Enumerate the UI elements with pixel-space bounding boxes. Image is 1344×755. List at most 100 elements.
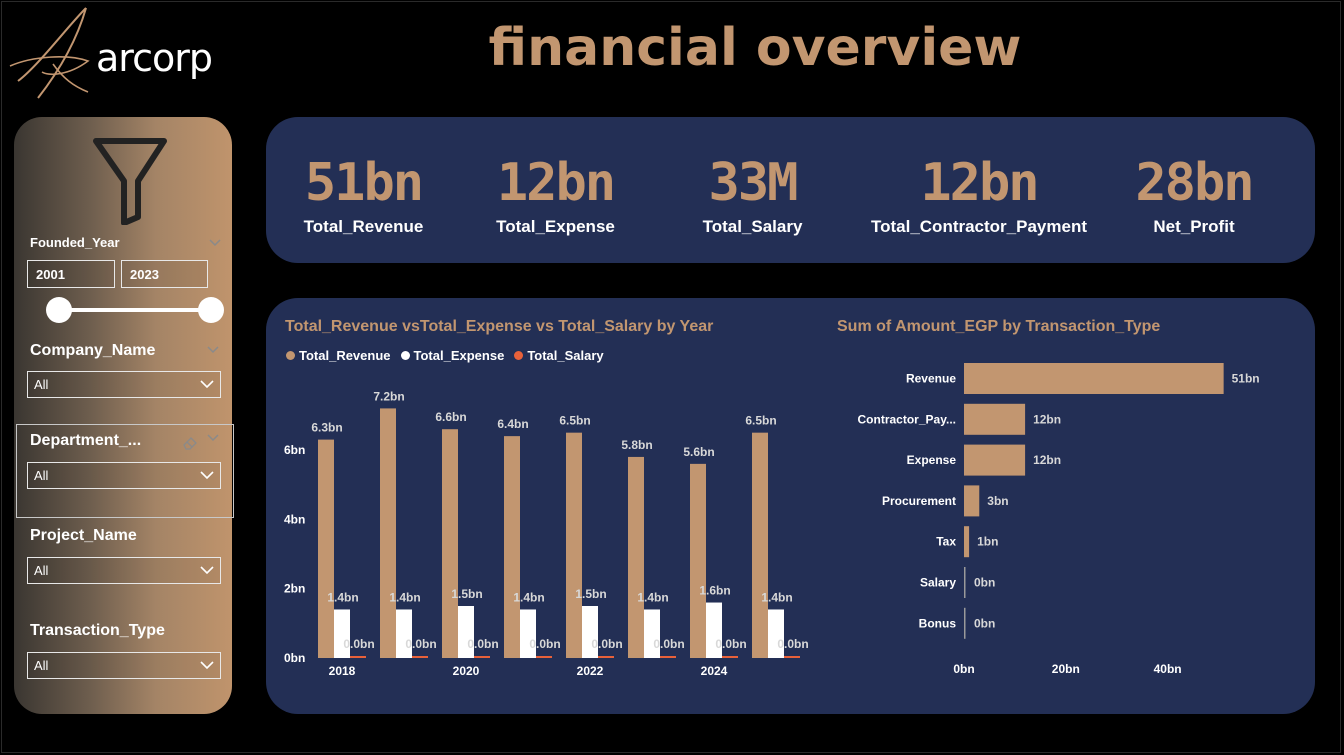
founded-year-to-input[interactable]: 2023 bbox=[121, 260, 208, 288]
transaction-type-dropdown[interactable]: All bbox=[27, 652, 221, 679]
data-label: 6.4bn bbox=[497, 417, 528, 431]
yearly-chart-title: Total_Revenue vsTotal_Expense vs Total_S… bbox=[285, 318, 714, 335]
company-name-label: Company_Name bbox=[30, 342, 156, 359]
category-label: Expense bbox=[907, 453, 957, 467]
department-dropdown[interactable]: All bbox=[27, 462, 221, 489]
legend-label: Total_Expense bbox=[413, 348, 505, 363]
filter-sidebar: Founded_Year 2001 2023 Company_Name All … bbox=[14, 117, 234, 714]
logo-mark-icon bbox=[9, 7, 90, 99]
legend-item-expense[interactable]: Total_Expense bbox=[400, 348, 505, 363]
bar-total-revenue bbox=[628, 456, 644, 658]
x-tick-label: 2018 bbox=[329, 664, 356, 678]
transaction-chart-title: Sum of Amount_EGP by Transaction_Type bbox=[837, 318, 1161, 335]
kpi-value: 28bn bbox=[1135, 153, 1254, 213]
kpi-total-revenue[interactable]: 51bn Total_Revenue bbox=[296, 157, 431, 237]
bar-total-revenue bbox=[442, 429, 458, 658]
data-label: 5.8bn bbox=[621, 438, 652, 452]
category-label: Revenue bbox=[906, 372, 956, 386]
transaction-type-label: Transaction_Type bbox=[30, 622, 165, 639]
x-tick-label: 2024 bbox=[701, 664, 728, 678]
legend-item-salary[interactable]: Total_Salary bbox=[514, 348, 604, 363]
kpi-total-contractor-payment[interactable]: 12bn Total_Contractor_Payment bbox=[864, 157, 1094, 237]
project-name-value: All bbox=[34, 563, 49, 578]
data-label: 6.3bn bbox=[311, 421, 342, 435]
bar-total-expense bbox=[334, 609, 350, 658]
project-name-dropdown[interactable]: All bbox=[27, 557, 221, 584]
kpi-value: 12bn bbox=[496, 153, 616, 213]
transaction-type-bar-chart[interactable]: Revenue 51bn Contractor_Pay... 12bn Expense 1… bbox=[826, 353, 1296, 693]
founded-year-label: Founded_Year bbox=[30, 235, 120, 250]
kpi-total-salary[interactable]: 33M Total_Salary bbox=[685, 157, 820, 237]
y-tick-label: 2bn bbox=[284, 582, 305, 596]
data-label: 6.5bn bbox=[559, 414, 590, 428]
bar-total-expense bbox=[396, 609, 412, 658]
category-label: Salary bbox=[920, 576, 956, 590]
yearly-bar-chart[interactable]: 0bn 2bn 4bn 6bn 6.3bn 1.4bn 0.0bn 7.2bn 1.4bn 0.0… bbox=[266, 368, 811, 688]
chevron-down-icon bbox=[200, 566, 214, 575]
legend-label: Total_Salary bbox=[527, 348, 604, 363]
bar-total-expense bbox=[582, 606, 598, 658]
data-label: 5.6bn bbox=[683, 445, 714, 459]
data-label: 1.5bn bbox=[575, 587, 606, 601]
bar-total-salary bbox=[598, 656, 614, 658]
founded-year-slider-track[interactable] bbox=[58, 308, 214, 312]
data-label: 7.2bn bbox=[373, 389, 404, 403]
data-label: 6.5bn bbox=[745, 414, 776, 428]
x-tick-label: 2022 bbox=[577, 664, 604, 678]
kpi-total-expense[interactable]: 12bn Total_Expense bbox=[488, 157, 623, 237]
chevron-down-icon bbox=[200, 380, 214, 389]
department-label: Department_... bbox=[30, 432, 142, 449]
legend-item-revenue[interactable]: Total_Revenue bbox=[286, 348, 391, 363]
data-label: 12bn bbox=[1033, 412, 1061, 426]
legend-dot bbox=[400, 351, 410, 360]
x-tick-label: 20bn bbox=[1052, 662, 1080, 676]
data-label: 1.4bn bbox=[637, 590, 668, 604]
chevron-down-icon bbox=[200, 471, 214, 480]
bar-total-salary bbox=[536, 656, 552, 658]
bar-contractorpay bbox=[964, 403, 1026, 435]
bar-bonus bbox=[964, 607, 966, 639]
eraser-icon[interactable] bbox=[181, 435, 199, 451]
bar-total-salary bbox=[660, 656, 676, 658]
bar-total-revenue bbox=[752, 432, 768, 658]
data-label: 12bn bbox=[1033, 453, 1061, 467]
data-label: 0.0bn bbox=[653, 637, 684, 651]
slider-handle-end[interactable] bbox=[198, 297, 224, 323]
bar-total-salary bbox=[350, 656, 366, 658]
department-value: All bbox=[34, 468, 49, 483]
kpi-net-profit[interactable]: 28bn Net_Profit bbox=[1124, 157, 1264, 237]
chevron-down-icon bbox=[200, 661, 214, 670]
x-tick-label: 40bn bbox=[1154, 662, 1182, 676]
data-label: 0.0bn bbox=[405, 637, 436, 651]
filter-funnel-icon bbox=[93, 138, 167, 225]
bar-salary bbox=[964, 567, 966, 598]
bar-total-salary bbox=[474, 656, 490, 658]
company-name-dropdown[interactable]: All bbox=[27, 371, 221, 398]
project-name-label: Project_Name bbox=[30, 527, 137, 544]
y-tick-label: 0bn bbox=[284, 651, 305, 665]
kpi-label: Total_Contractor_Payment bbox=[870, 217, 1087, 236]
founded-year-from-input[interactable]: 2001 bbox=[27, 260, 115, 288]
kpi-value: 12bn bbox=[920, 153, 1039, 213]
data-label: 0.0bn bbox=[529, 637, 560, 651]
transaction-type-value: All bbox=[34, 658, 49, 673]
data-label: 0.0bn bbox=[467, 637, 498, 651]
kpi-label: Total_Salary bbox=[702, 217, 803, 236]
bar-total-expense bbox=[644, 609, 660, 658]
data-label: 1bn bbox=[977, 535, 998, 549]
data-label: 51bn bbox=[1232, 372, 1260, 386]
kpi-panel: 51bn Total_Revenue 12bn Total_Expense 33… bbox=[266, 117, 1315, 263]
slider-handle-start[interactable] bbox=[46, 297, 72, 323]
category-label: Procurement bbox=[882, 494, 956, 508]
legend-label: Total_Revenue bbox=[299, 348, 391, 363]
data-label: 6.6bn bbox=[435, 410, 466, 424]
bar-expense bbox=[964, 444, 1026, 476]
data-label: 1.5bn bbox=[451, 587, 482, 601]
chevron-down-icon[interactable] bbox=[206, 433, 220, 443]
chevron-down-icon[interactable] bbox=[208, 238, 222, 248]
logo-text: arcorp bbox=[96, 36, 213, 80]
data-label: 1.6bn bbox=[699, 584, 730, 598]
bar-total-expense bbox=[458, 606, 474, 658]
bar-revenue bbox=[964, 363, 1224, 394]
chevron-down-icon[interactable] bbox=[206, 345, 220, 355]
